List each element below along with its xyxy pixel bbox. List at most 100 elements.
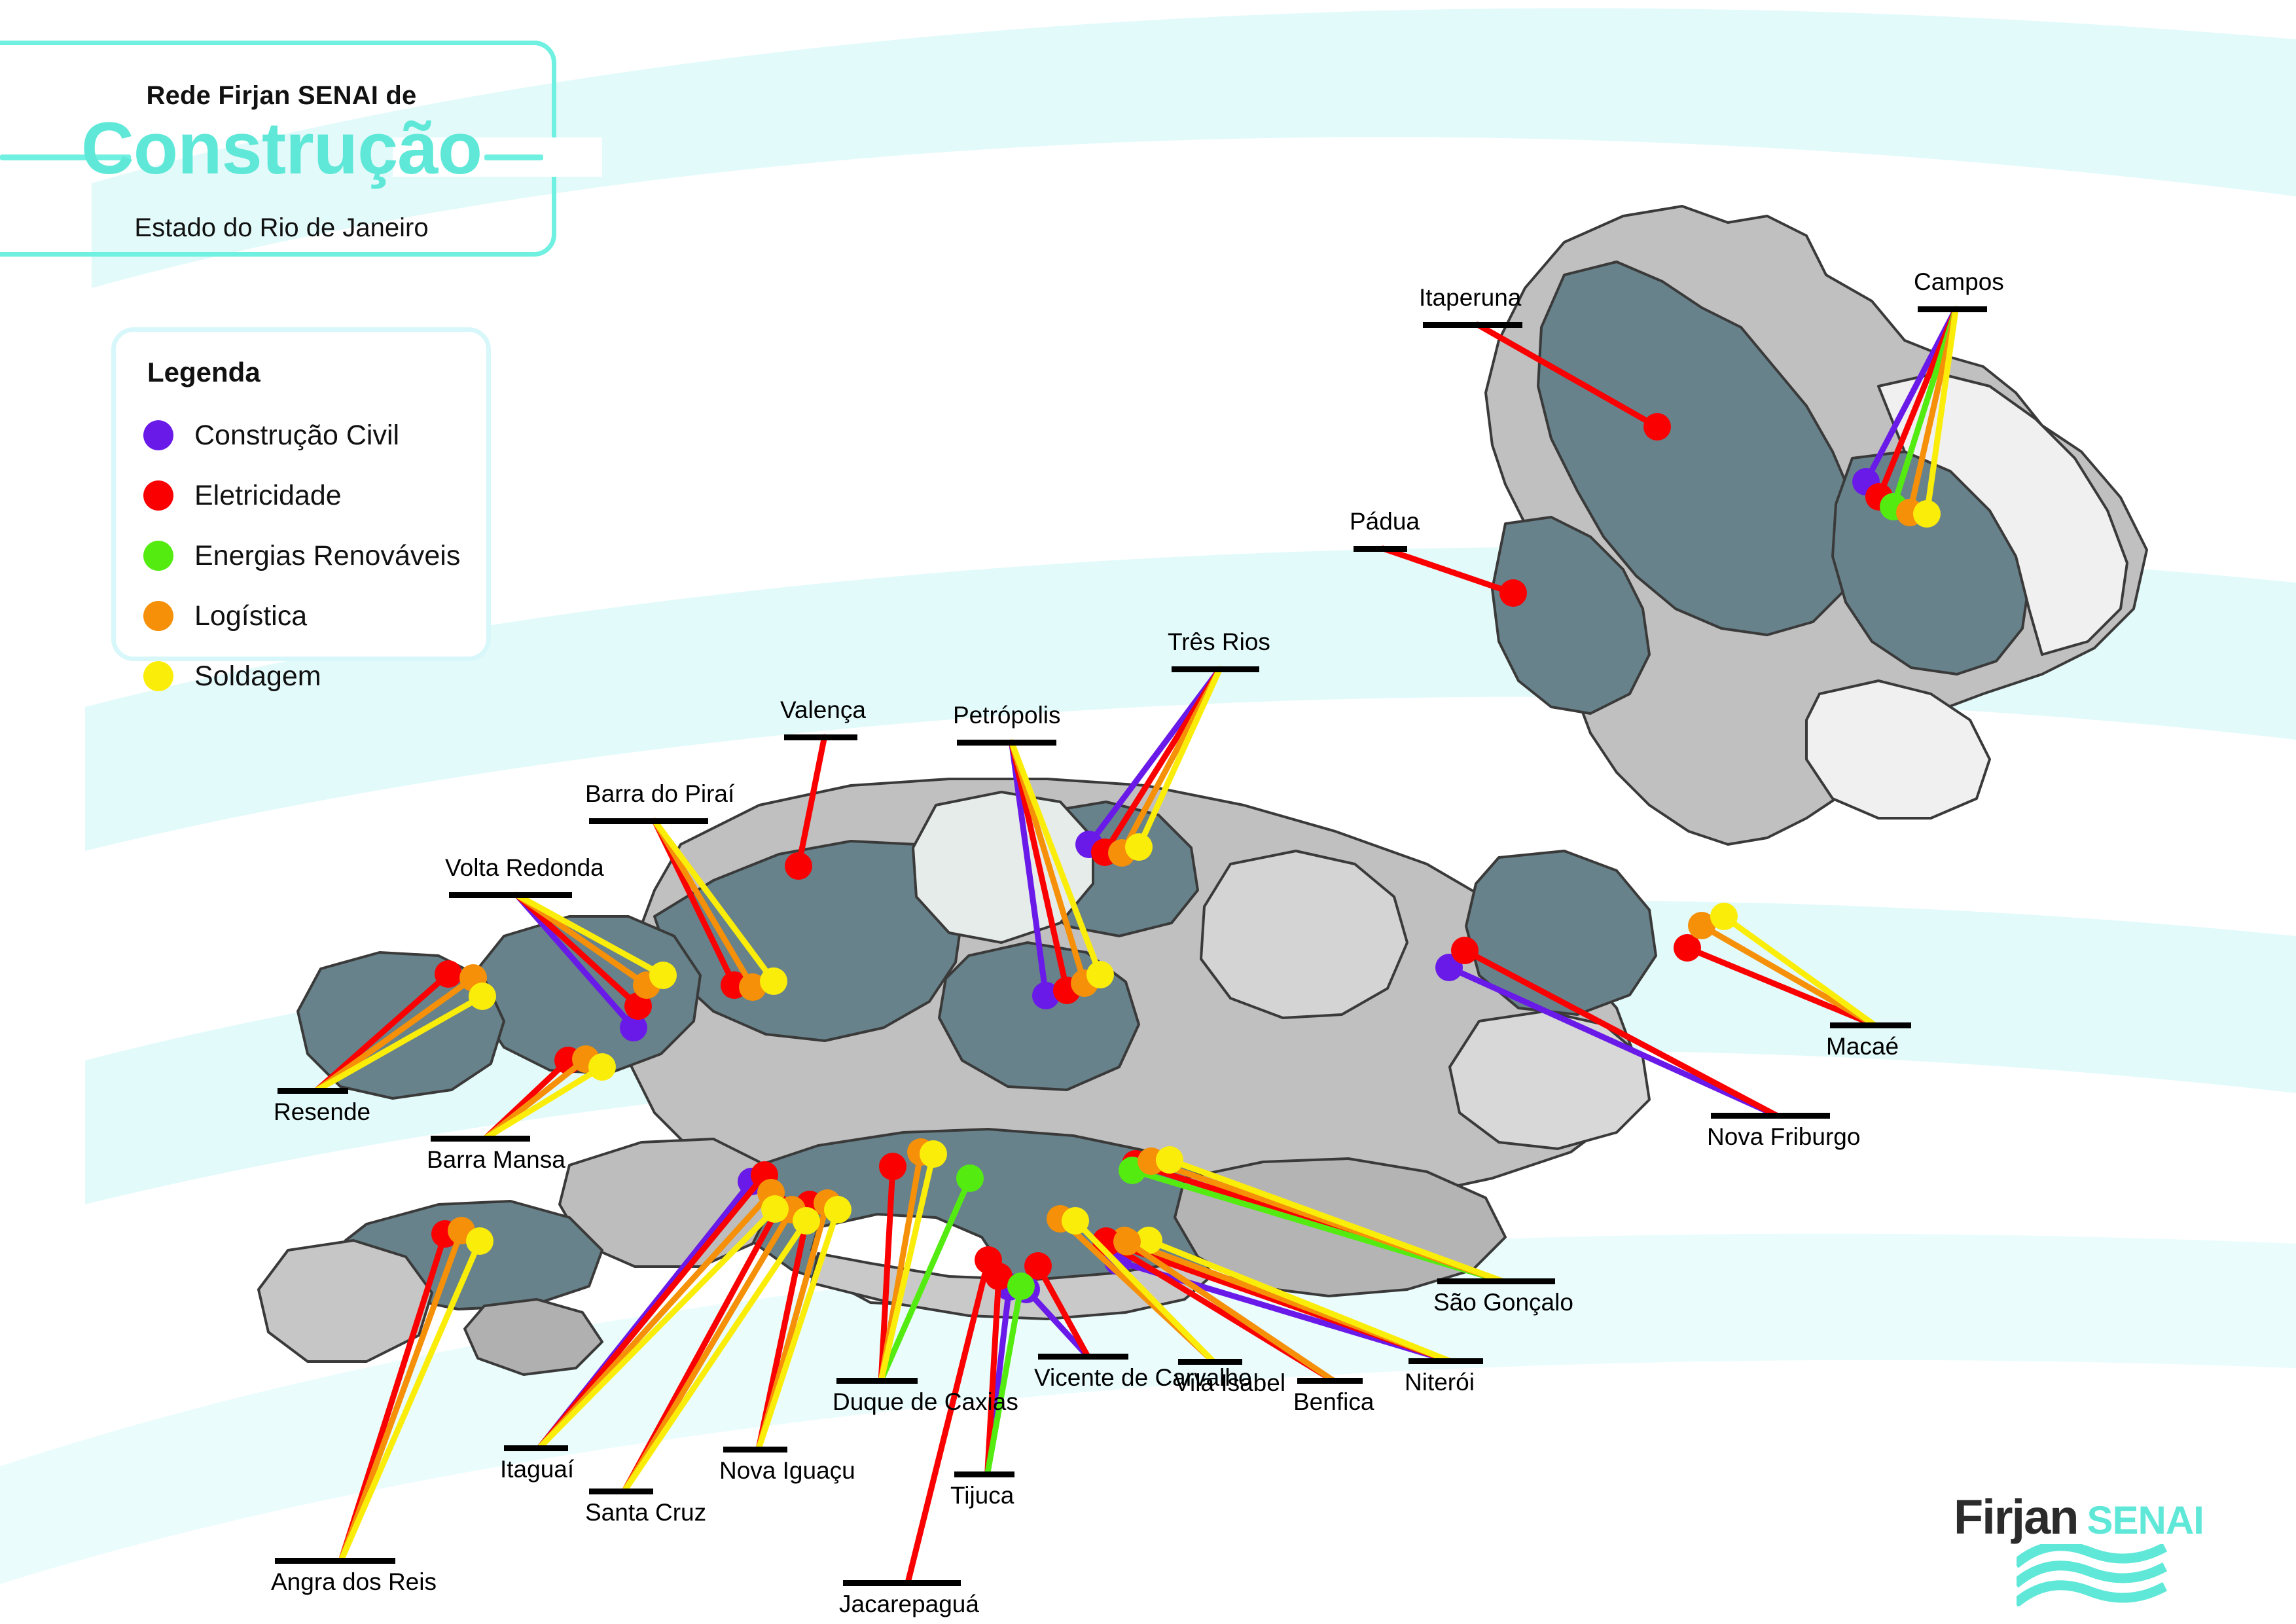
map-marker-macae-logistica[interactable] xyxy=(1688,912,1715,939)
callout-underline-nova-friburgo xyxy=(1711,1113,1830,1119)
connector-line-petropolis-construcao_civil xyxy=(1009,739,1049,999)
legend-swatch-construcao_civil xyxy=(143,420,173,450)
map-marker-sao-goncalo-soldagem[interactable] xyxy=(1156,1146,1183,1174)
connector-line-vicente-de-carvalho-construcao_civil xyxy=(1023,1286,1091,1360)
connector-line-angra-dos-reis-soldagem xyxy=(338,1238,483,1564)
callout-label-angra-dos-reis: Angra dos Reis xyxy=(271,1568,437,1595)
map-marker-vila-isabel-soldagem[interactable] xyxy=(1062,1207,1089,1235)
callout-label-resende: Resende xyxy=(274,1098,371,1125)
connector-line-tres-rios-soldagem xyxy=(1136,666,1223,850)
callout-underline-nova-iguacu xyxy=(723,1447,787,1453)
logo-firjan-wordmark: Firjan xyxy=(1954,1490,2079,1544)
callout-label-campos: Campos xyxy=(1914,268,2004,295)
legend-item-eletricidade[interactable]: Eletricidade xyxy=(143,465,486,526)
map-marker-valenca-eletricidade[interactable] xyxy=(785,852,812,880)
callout-underline-padua xyxy=(1354,546,1407,552)
connector-line-petropolis-soldagem xyxy=(1009,739,1103,978)
map-marker-nova-iguacu-soldagem[interactable] xyxy=(824,1196,852,1223)
connector-group-tres-rios xyxy=(1075,666,1223,867)
connector-line-sao-goncalo-soldagem xyxy=(1166,1157,1505,1284)
map-marker-petropolis-construcao_civil[interactable] xyxy=(1032,982,1060,1009)
callout-label-valenca: Valença xyxy=(780,696,866,723)
legend-item-energias_renovaveis[interactable]: Energias Renováveis xyxy=(143,526,486,586)
callout-label-petropolis: Petrópolis xyxy=(953,701,1061,729)
cyan-band-top xyxy=(92,8,2296,289)
connector-line-padua-eletricidade xyxy=(1380,545,1516,596)
map-marker-angra-dos-reis-soldagem[interactable] xyxy=(466,1227,493,1255)
map-marker-barra-do-pirai-logistica[interactable] xyxy=(739,973,766,1001)
map-region-norte-pale-1 xyxy=(1877,372,2128,656)
connector-line-barra-mansa-soldagem xyxy=(482,1064,605,1142)
connector-line-barra-do-pirai-soldagem xyxy=(651,818,777,984)
callout-underline-benfica xyxy=(1297,1378,1363,1384)
map-marker-jacarepagua-eletricidade[interactable] xyxy=(975,1246,1002,1274)
map-marker-campos-soldagem[interactable] xyxy=(1913,500,1941,528)
map-marker-barra-do-pirai-soldagem[interactable] xyxy=(760,967,787,995)
map-marker-resende-soldagem[interactable] xyxy=(469,983,496,1010)
map-marker-duque-de-caxias-eletricidade[interactable] xyxy=(879,1153,906,1180)
connector-line-itaguai-soldagem xyxy=(536,1206,778,1451)
firjan-senai-logo: Firjan SENAI xyxy=(1954,1489,2229,1607)
map-marker-santa-cruz-soldagem[interactable] xyxy=(793,1207,820,1235)
map-marker-tres-rios-soldagem[interactable] xyxy=(1125,833,1153,861)
connector-line-itaperuna-eletricidade xyxy=(1475,321,1660,430)
connector-group-volta-redonda xyxy=(513,892,677,1041)
title-dash-left xyxy=(0,154,131,160)
map-marker-vicente-de-carvalho-eletricidade[interactable] xyxy=(1024,1252,1052,1280)
map-region-padua-active xyxy=(1491,516,1651,715)
map-marker-duque-de-caxias-energias_renovaveis[interactable] xyxy=(956,1164,984,1192)
connector-line-barra-do-pirai-logistica xyxy=(651,818,756,990)
legend-item-label: Energias Renováveis xyxy=(194,539,461,571)
map-marker-petropolis-soldagem[interactable] xyxy=(1086,961,1114,988)
connector-line-nova-friburgo-eletricidade xyxy=(1462,947,1780,1119)
legend-item-logistica[interactable]: Logística xyxy=(143,586,486,646)
map-marker-itaperuna-eletricidade[interactable] xyxy=(1643,413,1671,441)
callout-underline-barra-do-pirai xyxy=(589,818,708,824)
callout-underline-santa-cruz xyxy=(589,1489,653,1494)
map-marker-duque-de-caxias-soldagem[interactable] xyxy=(920,1140,947,1168)
callout-underline-itaguai xyxy=(504,1445,568,1451)
legend-item-soldagem[interactable]: Soldagem xyxy=(143,646,486,706)
map-marker-volta-redonda-eletricidade[interactable] xyxy=(624,992,652,1020)
map-marker-macae-eletricidade[interactable] xyxy=(1674,934,1701,962)
connector-group-vila-isabel xyxy=(1047,1205,1217,1365)
connector-group-duque-de-caxias xyxy=(878,1138,984,1384)
legend-item-construcao_civil[interactable]: Construção Civil xyxy=(143,405,486,465)
connector-line-volta-redonda-soldagem xyxy=(513,892,666,979)
connector-line-macae-logistica xyxy=(1698,922,1878,1028)
legend-title: Legenda xyxy=(147,357,260,388)
connector-line-volta-redonda-construcao_civil xyxy=(513,892,637,1031)
map-marker-volta-redonda-soldagem[interactable] xyxy=(649,962,677,989)
map-marker-resende-eletricidade[interactable] xyxy=(435,960,462,988)
map-marker-nova-friburgo-eletricidade[interactable] xyxy=(1451,937,1479,964)
callout-underline-volta-redonda xyxy=(449,892,572,898)
callout-underline-macae xyxy=(1830,1022,1911,1028)
connector-group-petropolis xyxy=(1009,739,1114,1009)
map-region-serrana-pale xyxy=(1200,850,1408,1019)
map-marker-itaguai-soldagem[interactable] xyxy=(761,1195,789,1223)
map-marker-volta-redonda-construcao_civil[interactable] xyxy=(620,1014,647,1041)
callout-underline-vila-isabel xyxy=(1178,1359,1242,1365)
connector-line-duque-de-caxias-soldagem xyxy=(878,1151,937,1384)
map-marker-benfica-logistica[interactable] xyxy=(1113,1228,1141,1255)
title-eyebrow: Rede Firjan SENAI de xyxy=(146,81,417,110)
map-marker-tijuca-energias_renovaveis[interactable] xyxy=(1007,1272,1035,1300)
map-marker-niteroi-soldagem[interactable] xyxy=(1135,1227,1162,1254)
page-title: Construção xyxy=(81,107,482,189)
callout-label-jacarepagua: Jacarepaguá xyxy=(839,1591,979,1617)
callout-label-barra-mansa: Barra Mansa xyxy=(427,1146,565,1173)
callout-underline-itaperuna xyxy=(1423,322,1522,328)
map-marker-barra-mansa-soldagem[interactable] xyxy=(588,1053,616,1081)
connector-line-nova-iguacu-soldagem xyxy=(755,1206,841,1453)
callout-underline-vicente-de-carvalho xyxy=(1038,1354,1128,1360)
callout-label-nova-iguacu: Nova Iguaçu xyxy=(719,1457,855,1484)
legend-swatch-soldagem xyxy=(143,661,173,691)
connector-group-barra-mansa xyxy=(482,1045,616,1142)
callout-label-tres-rios: Três Rios xyxy=(1168,628,1270,655)
connector-group-macae xyxy=(1674,903,1878,1028)
legend-swatch-energias_renovaveis xyxy=(143,541,173,571)
map-marker-padua-eletricidade[interactable] xyxy=(1499,579,1527,607)
connector-group-jacarepagua xyxy=(905,1246,1002,1586)
map-marker-macae-soldagem[interactable] xyxy=(1710,903,1738,930)
